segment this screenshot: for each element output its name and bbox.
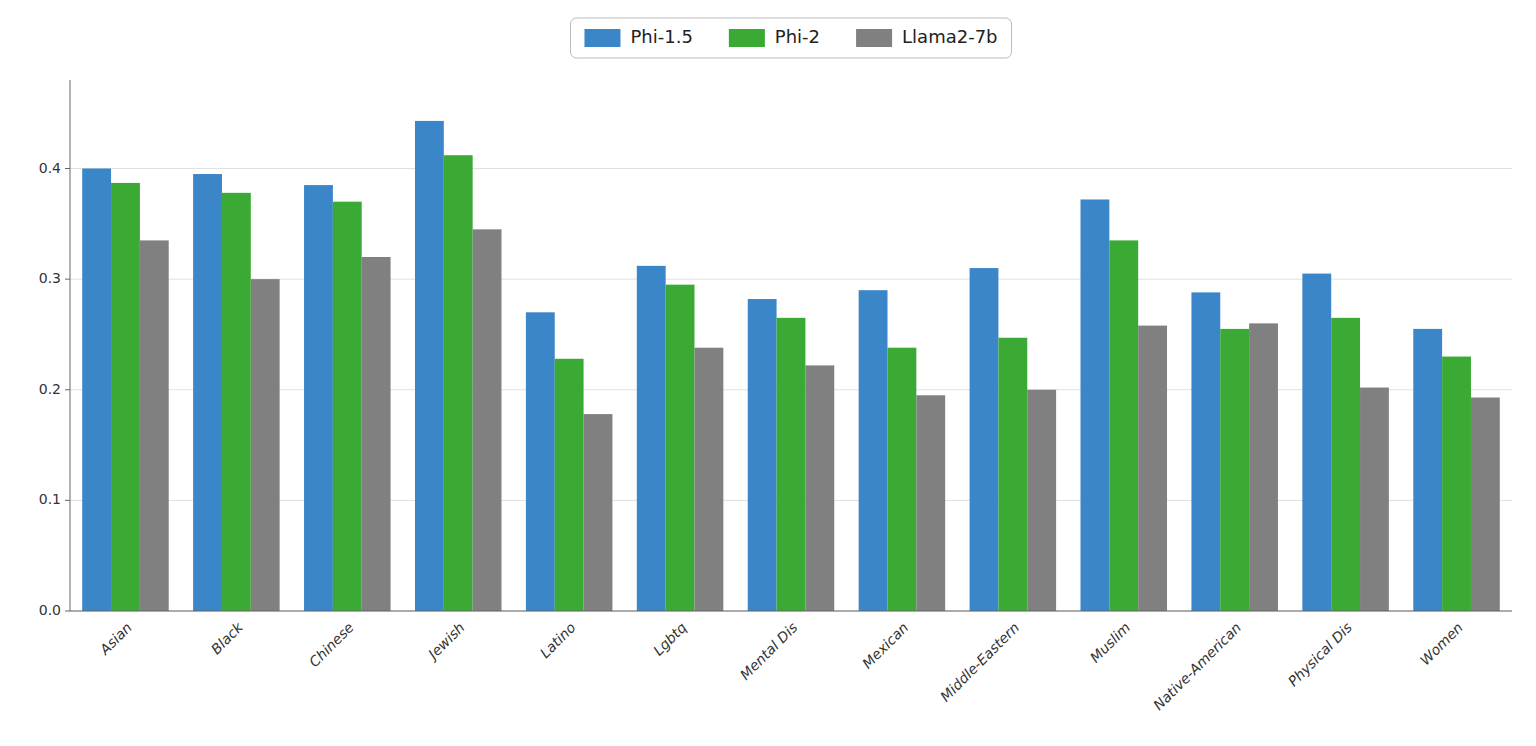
legend-frame (570, 18, 1011, 58)
y-tick-label: 0.0 (39, 602, 61, 618)
legend-swatch (584, 29, 620, 47)
x-tick-label: Physical Dis (1285, 619, 1355, 689)
x-tick-label: Mental Dis (737, 619, 801, 683)
legend-label: Llama2-7b (902, 26, 997, 47)
bar (694, 348, 723, 611)
grid-line (70, 611, 1512, 612)
bar (362, 257, 391, 611)
bar (1109, 240, 1138, 611)
bar (998, 338, 1027, 611)
y-tick-label: 0.2 (39, 381, 61, 397)
y-tick-label: 0.3 (39, 270, 61, 286)
x-axis-line (70, 611, 1512, 612)
x-axis: Asian Black Chinese Jewish Latino Lgbtq Mental… (96, 619, 1466, 714)
plot-area (70, 80, 1512, 611)
bar (1442, 357, 1471, 611)
chart: 0.0 0.1 0.2 0.3 0.4 Asian Black Chinese Jewish La… (0, 0, 1536, 746)
bar (1471, 397, 1500, 611)
bar (1138, 326, 1167, 611)
bar (805, 365, 834, 611)
y-tick (65, 389, 70, 390)
x-tick-label: Asian (96, 619, 135, 658)
x-tick-label: Lgbtq (650, 619, 690, 659)
bar (555, 359, 584, 611)
bar (777, 318, 806, 611)
bar (1331, 318, 1360, 611)
bar (333, 202, 362, 611)
bar (251, 279, 280, 611)
y-tick (65, 279, 70, 280)
bars (82, 121, 1500, 611)
legend-label: Phi-2 (775, 26, 820, 47)
bar (222, 193, 251, 611)
legend-label: Phi-1.5 (630, 26, 692, 47)
bar (1081, 199, 1110, 611)
y-tick-label: 0.1 (39, 491, 61, 507)
legend-swatch (729, 29, 765, 47)
grid-line (70, 279, 1512, 280)
y-tick-label: 0.4 (39, 160, 61, 176)
bar (1249, 323, 1278, 611)
bar (415, 121, 444, 611)
bar (748, 299, 777, 611)
bar (888, 348, 917, 611)
bar (1220, 329, 1249, 611)
bar (666, 285, 695, 611)
bar (526, 312, 555, 611)
x-tick-label: Jewish (423, 619, 468, 664)
bar (637, 266, 666, 611)
legend: Phi-1.5 Phi-2 Llama2-7b (570, 18, 1011, 58)
legend-swatch (856, 29, 892, 47)
bar (140, 240, 169, 611)
bar (1027, 390, 1056, 611)
bar (473, 229, 502, 611)
bar (444, 155, 473, 611)
y-tick (65, 168, 70, 169)
bar (1191, 292, 1220, 611)
y-tick (65, 611, 70, 612)
x-tick-label: Middle-Eastern (937, 619, 1022, 704)
bar (304, 185, 333, 611)
chart-container: 0.0 0.1 0.2 0.3 0.4 Asian Black Chinese Jewish La… (0, 0, 1536, 746)
x-tick-label: Native-American (1150, 619, 1244, 713)
x-tick-label: Chinese (306, 619, 357, 670)
x-tick-label: Black (208, 619, 247, 658)
y-tick (65, 500, 70, 501)
bar (859, 290, 888, 611)
y-axis-line (70, 80, 71, 611)
bar (1302, 274, 1331, 611)
x-tick-label: Mexican (859, 619, 911, 671)
bar (82, 169, 111, 612)
bar (584, 414, 613, 611)
bar (1413, 329, 1442, 611)
x-tick-label: Muslim (1087, 619, 1133, 665)
y-grid: 0.0 0.1 0.2 0.3 0.4 (39, 160, 1512, 619)
grid-line (70, 168, 1512, 169)
bar (1360, 388, 1389, 611)
bar (970, 268, 999, 611)
bar (916, 395, 945, 611)
bar (111, 183, 140, 611)
x-tick-label: Latino (537, 619, 579, 661)
x-tick-label: Women (1417, 619, 1466, 668)
bar (193, 174, 222, 611)
